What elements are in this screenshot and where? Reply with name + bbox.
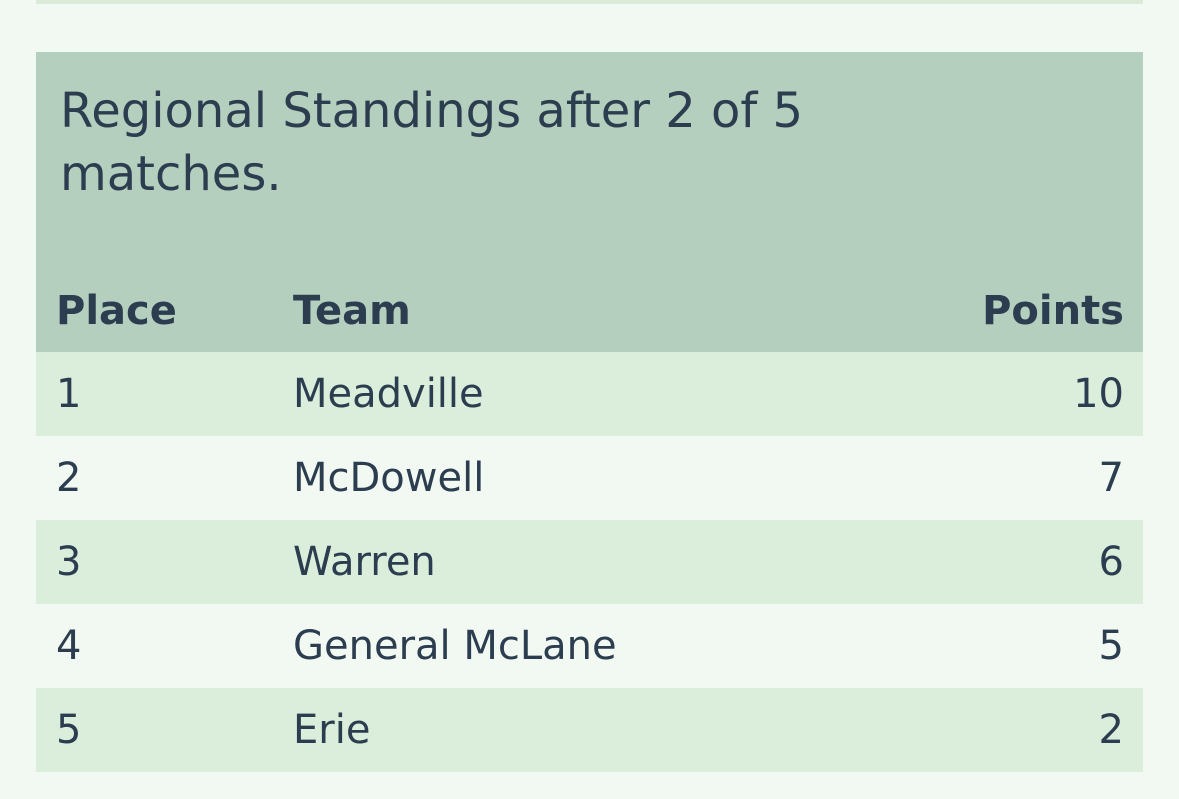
team-cell: Meadville (293, 371, 484, 417)
standings-table: Regional Standings after 2 of 5 matches.… (36, 52, 1143, 772)
table-row: 2 McDowell 7 (36, 436, 1143, 520)
table-header-block: Regional Standings after 2 of 5 matches.… (36, 52, 1143, 352)
column-header-points: Points (982, 288, 1124, 334)
points-cell: 10 (1073, 371, 1124, 417)
team-cell: Erie (293, 707, 371, 753)
table-caption: Regional Standings after 2 of 5 matches. (60, 83, 804, 202)
table-row: 3 Warren 6 (36, 520, 1143, 604)
table-row: 1 Meadville 10 (36, 352, 1143, 436)
points-cell: 2 (1098, 707, 1124, 753)
team-cell: McDowell (293, 455, 485, 501)
place-cell: 5 (56, 707, 82, 753)
place-cell: 3 (56, 539, 82, 585)
place-cell: 2 (56, 455, 82, 501)
table-body: 1 Meadville 10 2 McDowell 7 3 Warren 6 4… (36, 352, 1143, 772)
top-divider (36, 0, 1143, 4)
column-header-team: Team (293, 288, 411, 334)
table-row: 4 General McLane 5 (36, 604, 1143, 688)
points-cell: 5 (1098, 623, 1124, 669)
place-cell: 4 (56, 623, 82, 669)
place-cell: 1 (56, 371, 82, 417)
table-header-row: Place Team Points (36, 270, 1143, 352)
team-cell: Warren (293, 539, 436, 585)
points-cell: 7 (1098, 455, 1124, 501)
table-row: 5 Erie 2 (36, 688, 1143, 772)
points-cell: 6 (1098, 539, 1124, 585)
column-header-place: Place (56, 288, 177, 334)
team-cell: General McLane (293, 623, 617, 669)
